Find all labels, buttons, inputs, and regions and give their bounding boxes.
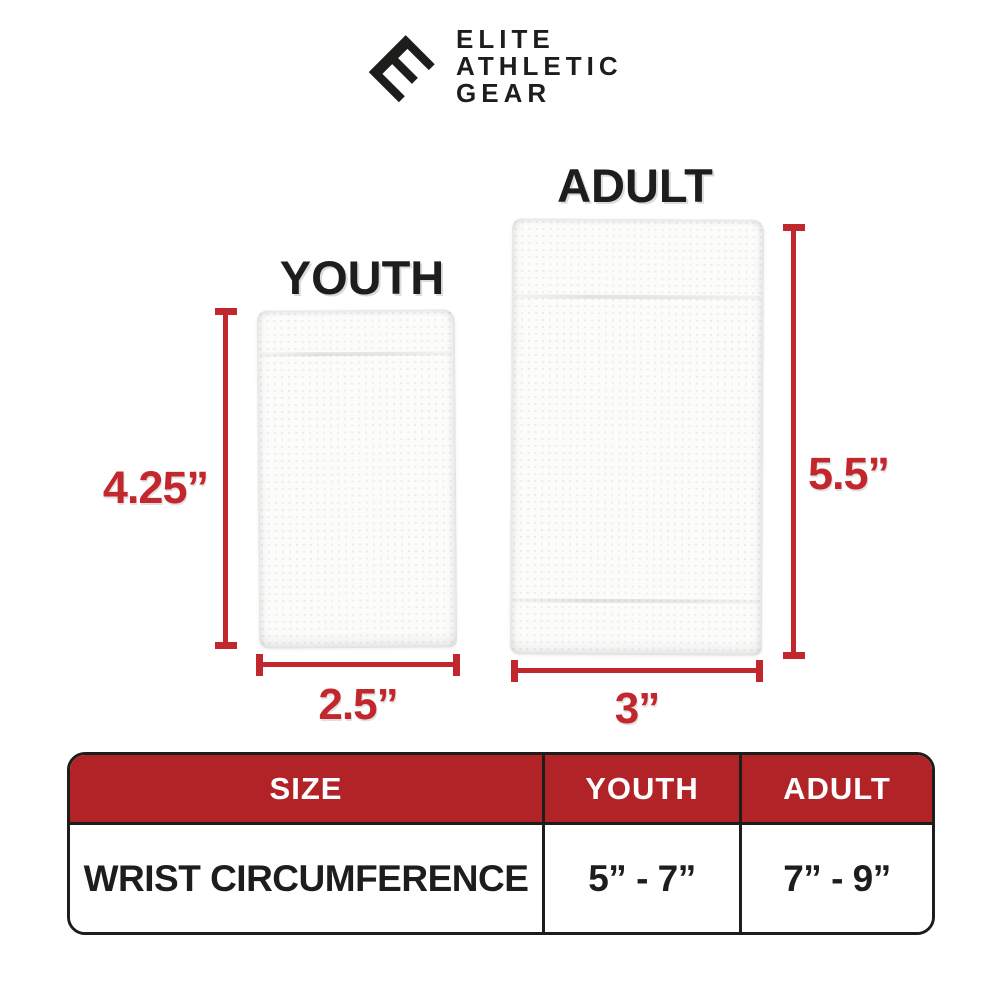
youth-wristband-cuff-seam xyxy=(260,351,453,357)
size-table-header-youth: YOUTH xyxy=(542,755,742,822)
brand-logo-icon: E xyxy=(341,9,460,128)
size-table-header-adult: ADULT xyxy=(783,770,891,806)
adult-height-value: 5.5” xyxy=(808,448,890,499)
size-table-header-size: SIZE xyxy=(269,770,343,806)
brand-logo: E ELITE ATHLETIC GEAR xyxy=(340,18,680,122)
youth-wristband-image xyxy=(256,309,458,649)
adult-wristband-hem-seam xyxy=(513,598,760,604)
adult-wristband-cuff-seam xyxy=(514,294,761,300)
brand-logo-text: ELITE ATHLETIC GEAR xyxy=(456,26,623,107)
youth-height-value: 4.25” xyxy=(102,462,209,513)
adult-width-value: 3” xyxy=(614,684,660,733)
adult-width-dimension-line xyxy=(514,668,760,673)
logo-line-1: ELITE xyxy=(456,24,555,54)
wrist-circumference-adult-value: 7” - 9” xyxy=(783,857,891,899)
size-table: SIZE YOUTH ADULT WRIST CIRCUMFERENCE 5” … xyxy=(67,752,935,935)
youth-product-label: YOUTH xyxy=(279,251,445,304)
youth-height-dimension-line xyxy=(223,311,228,646)
adult-product-label: ADULT xyxy=(557,159,713,212)
logo-line-3: GEAR xyxy=(456,78,552,108)
size-table-row-wrist-circumference: WRIST CIRCUMFERENCE 5” - 7” 7” - 9” xyxy=(70,825,932,932)
adult-wristband-image xyxy=(509,218,765,656)
logo-line-2: ATHLETIC xyxy=(456,51,623,81)
wrist-circumference-label: WRIST CIRCUMFERENCE xyxy=(83,857,529,899)
size-table-header-row: SIZE YOUTH ADULT xyxy=(70,755,932,825)
adult-height-dimension-line xyxy=(791,227,796,656)
youth-width-value: 2.5” xyxy=(318,680,398,729)
wrist-circumference-youth-value: 5” - 7” xyxy=(542,825,742,932)
logo-letter: E xyxy=(353,20,448,115)
youth-width-dimension-line xyxy=(259,662,457,667)
